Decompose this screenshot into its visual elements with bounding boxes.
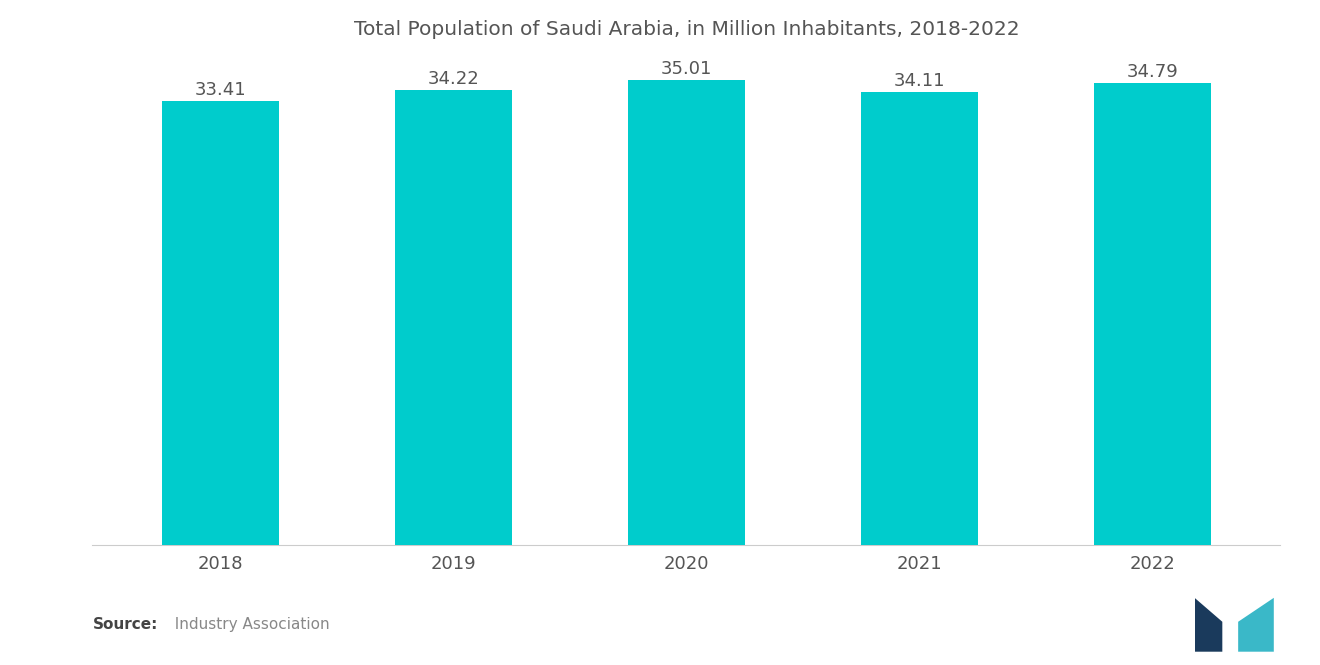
Title: Total Population of Saudi Arabia, in Million Inhabitants, 2018-2022: Total Population of Saudi Arabia, in Mil…	[354, 20, 1019, 39]
Bar	[861, 92, 978, 545]
Bar	[1094, 82, 1210, 545]
Text: 34.22: 34.22	[428, 70, 479, 88]
Text: Industry Association: Industry Association	[165, 616, 330, 632]
Bar	[395, 90, 512, 545]
Bar	[628, 80, 744, 545]
Text: 33.41: 33.41	[195, 81, 247, 99]
Bar	[162, 101, 279, 545]
Text: 35.01: 35.01	[661, 60, 711, 78]
Text: 34.11: 34.11	[894, 72, 945, 90]
Text: 34.79: 34.79	[1126, 63, 1179, 80]
Text: Source:: Source:	[92, 616, 158, 632]
